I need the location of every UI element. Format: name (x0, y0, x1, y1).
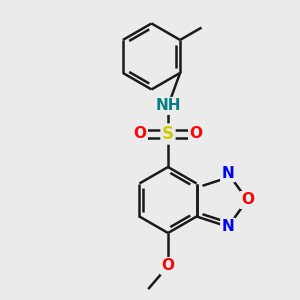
Text: N: N (222, 166, 234, 181)
Text: O: O (161, 259, 175, 274)
Text: O: O (190, 127, 202, 142)
Text: N: N (222, 219, 234, 234)
Text: NH: NH (155, 98, 181, 113)
Text: O: O (241, 193, 254, 208)
Text: S: S (162, 125, 174, 143)
Text: O: O (134, 127, 146, 142)
